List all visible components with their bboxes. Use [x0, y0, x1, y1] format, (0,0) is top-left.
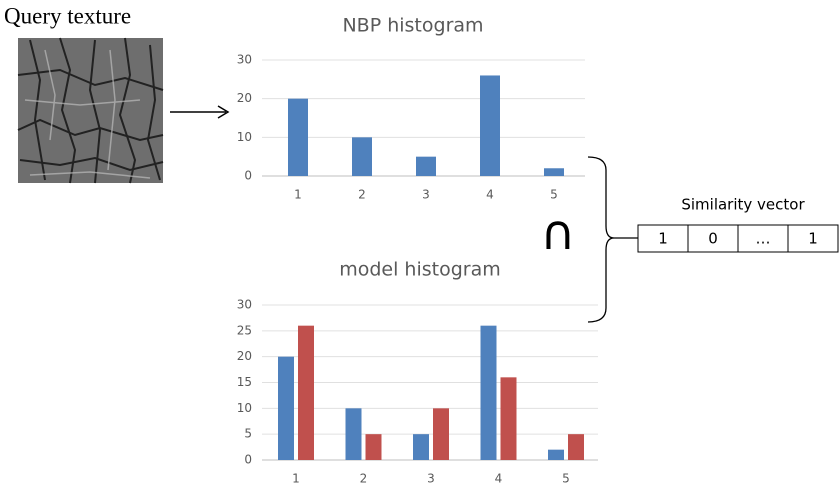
bar	[548, 449, 564, 460]
bar	[568, 434, 584, 460]
bar	[298, 325, 314, 460]
bar	[345, 408, 362, 460]
y-tick-label: 25	[237, 323, 252, 337]
texture-image	[17, 37, 164, 184]
x-tick-label: 3	[422, 188, 430, 202]
vector-cell-text: 1	[808, 230, 818, 248]
x-tick-label: 3	[427, 472, 435, 486]
query-label: Query texture	[4, 3, 131, 28]
intersection-symbol: ∩	[540, 205, 575, 261]
similarity-vector: 1 0 … 1	[637, 224, 839, 253]
y-tick-label: 10	[237, 401, 252, 415]
y-tick-label: 10	[237, 130, 252, 144]
bar	[480, 325, 497, 460]
bar	[288, 98, 308, 176]
bar	[352, 137, 372, 176]
y-tick-label: 30	[237, 53, 252, 67]
x-tick-label: 4	[495, 472, 503, 486]
vector-cell-text: 1	[658, 230, 668, 248]
arrow	[170, 105, 230, 119]
vector-cell	[737, 224, 789, 253]
vector-cell	[787, 224, 839, 253]
y-tick-label: 20	[237, 349, 252, 363]
x-tick-label: 5	[550, 188, 558, 202]
x-tick-label: 1	[292, 472, 300, 486]
bar	[544, 168, 564, 176]
bar	[500, 377, 517, 460]
x-tick-label: 4	[486, 188, 494, 202]
bar	[480, 75, 500, 176]
y-tick-label: 0	[244, 453, 252, 467]
similarity-title: Similarity vector	[681, 196, 805, 214]
y-tick-label: 15	[237, 375, 252, 389]
y-tick-label: 0	[244, 169, 252, 183]
bar	[416, 156, 436, 176]
vector-cell-text: …	[756, 230, 771, 248]
bar	[433, 408, 449, 460]
vector-cell-text: 0	[708, 230, 718, 248]
y-tick-label: 30	[237, 298, 252, 312]
x-tick-label: 5	[562, 472, 570, 486]
brace	[587, 156, 615, 323]
y-tick-label: 5	[244, 427, 252, 441]
x-tick-label: 2	[358, 188, 366, 202]
bar	[413, 434, 429, 460]
x-tick-label: 2	[360, 472, 368, 486]
chart-title: NBP histogram	[342, 15, 483, 37]
chart-title: model histogram	[339, 259, 501, 281]
y-tick-label: 20	[237, 91, 252, 105]
bar	[278, 356, 294, 460]
bar	[365, 434, 382, 460]
x-tick-label: 1	[294, 188, 302, 202]
